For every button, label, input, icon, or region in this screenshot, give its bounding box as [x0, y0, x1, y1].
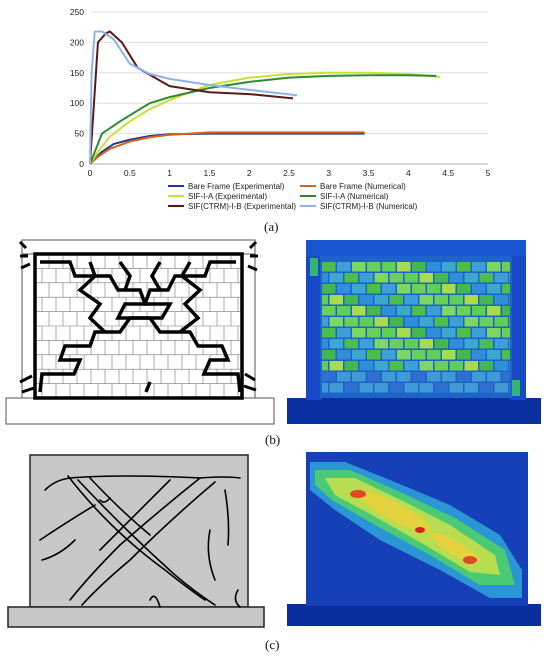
- series-line-5: [89, 30, 294, 165]
- legend-entry: SIF(CTRM)-I-B (Numerical): [320, 202, 418, 211]
- legend-entry: Bare Frame (Numerical): [320, 182, 406, 191]
- series-line-1: [89, 132, 365, 165]
- crack-line: [81, 481, 216, 606]
- frame-hinge-cracks: [18, 240, 258, 394]
- x-tick-label: 3.5: [363, 168, 375, 178]
- crack-line: [99, 497, 111, 503]
- crack-line: [149, 595, 161, 608]
- panel-label-c: (c): [265, 637, 280, 652]
- crack-path: [77, 261, 107, 334]
- x-tick-label: 4.5: [442, 168, 454, 178]
- masonry-fea-contour: [287, 240, 541, 424]
- x-tick-label: 4: [406, 168, 411, 178]
- y-tick-label: 50: [75, 129, 85, 139]
- brick-grid: [34, 253, 242, 398]
- crack-line: [44, 477, 71, 491]
- masonry-crack-sketch: [5, 239, 275, 425]
- crack-line: [69, 477, 201, 601]
- panel-label-b: (b): [265, 432, 281, 447]
- x-tick-label: 2.5: [283, 168, 295, 178]
- fea-brick-grid: [322, 262, 510, 393]
- x-tick-label: 5: [486, 168, 491, 178]
- legend-entry: Bare Frame (Experimental): [188, 182, 285, 191]
- x-tick-label: 1.5: [203, 168, 215, 178]
- series-line-6: [89, 30, 298, 165]
- y-tick-label: 0: [79, 159, 84, 169]
- x-tick-label: 0: [88, 168, 93, 178]
- crack-line: [207, 529, 216, 581]
- crack-line: [69, 475, 241, 479]
- crack-line: [77, 479, 216, 606]
- wall-fea-contour: [287, 452, 541, 626]
- wall-crack-sketch: [7, 454, 265, 628]
- legend-entry: SIF(CTRM)-I-B (Experimental): [188, 202, 296, 211]
- y-tick-label: 200: [70, 37, 84, 47]
- y-tick-label: 100: [70, 98, 84, 108]
- crack-line: [234, 589, 241, 608]
- panel-label-a: (a): [264, 219, 279, 234]
- crack-line: [39, 504, 96, 541]
- x-tick-label: 2: [247, 168, 252, 178]
- crack-line: [224, 489, 230, 546]
- crack-path: [38, 260, 236, 393]
- x-tick-label: 1: [167, 168, 172, 178]
- series-line-3: [89, 71, 441, 165]
- crack-line: [89, 477, 151, 536]
- series-line-4: [89, 74, 437, 165]
- series-line-2: [89, 131, 365, 165]
- crack-line: [99, 479, 171, 551]
- crack-line: [67, 475, 206, 601]
- crack-path: [118, 260, 132, 291]
- crack-line: [41, 539, 76, 561]
- chart-legend: Bare Frame (Experimental) Bare Frame (Num…: [168, 182, 418, 211]
- x-tick-label: 0.5: [124, 168, 136, 178]
- y-tick-label: 150: [70, 68, 84, 78]
- crack-path: [149, 261, 162, 291]
- load-displacement-chart: 0 50 100 150 200 250 0 0.5 1 1.5 2 2.5 3 3.5 4 4.5 5: [70, 7, 491, 178]
- x-tick-label: 3: [326, 168, 331, 178]
- legend-entry: SIF-I-A (Experimental): [188, 192, 267, 201]
- crack-path: [144, 381, 152, 393]
- crack-path: [178, 261, 203, 334]
- legend-entry: SIF-I-A (Numerical): [320, 192, 389, 201]
- y-tick-label: 250: [70, 7, 84, 17]
